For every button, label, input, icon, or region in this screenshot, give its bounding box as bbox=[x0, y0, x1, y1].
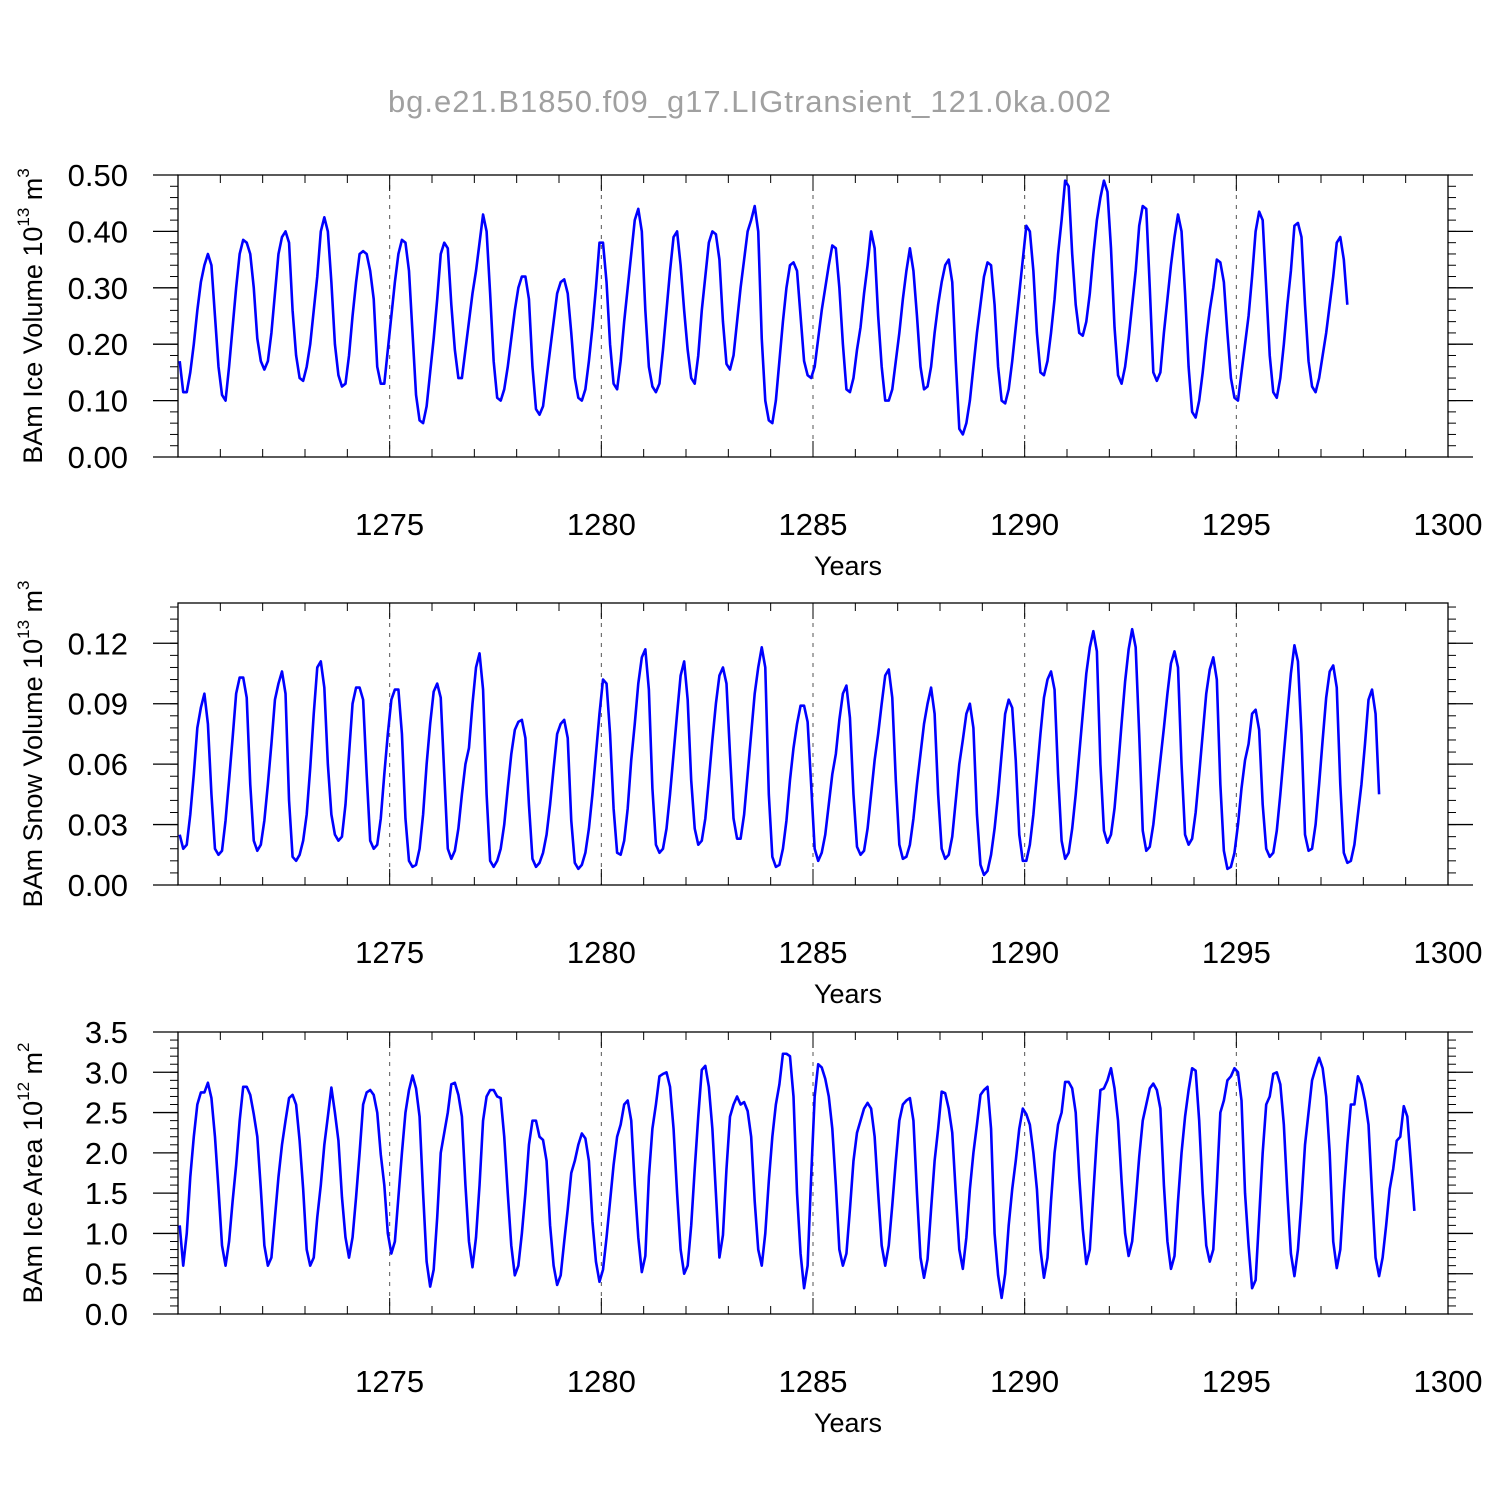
y-tick-label: 0.0 bbox=[85, 1297, 128, 1332]
y-tick-label: 0.50 bbox=[68, 158, 128, 193]
panel-3: 0.0 0.5 1.0 1.5 2.0 2.5 3.0 3.5 1275 1280 1285 1290… bbox=[14, 1015, 1482, 1438]
y-tick-label: 0.10 bbox=[68, 384, 128, 419]
y-tick-label: 0.09 bbox=[68, 687, 128, 722]
y-tick-label: 0.5 bbox=[85, 1257, 128, 1292]
y-tick-label: 1.5 bbox=[85, 1176, 128, 1211]
x-tick-label: 1275 bbox=[355, 935, 424, 970]
x-tick-label: 1280 bbox=[567, 935, 636, 970]
x-tick-label: 1290 bbox=[990, 1364, 1059, 1399]
x-tick-label: 1300 bbox=[1414, 507, 1483, 542]
y-axis-title-unit-exponent: 3 bbox=[14, 168, 33, 177]
y-tick-label: 2.0 bbox=[85, 1136, 128, 1171]
x-tick-label: 1280 bbox=[567, 1364, 636, 1399]
y-axis-title-text: BAm Ice Volume 10 bbox=[18, 227, 48, 464]
y-axis-title-text: BAm Ice Area 10 bbox=[18, 1101, 48, 1304]
y-axis-title-text: BAm Snow Volume 10 bbox=[18, 639, 48, 908]
panel-1: 0.00 0.10 0.20 0.30 0.40 0.50 1275 1280 1285 1290… bbox=[14, 158, 1482, 581]
y-tick-label: 0.06 bbox=[68, 747, 128, 782]
y-tick-label: 0.30 bbox=[68, 271, 128, 306]
x-tick-label: 1295 bbox=[1202, 1364, 1271, 1399]
y-tick-label: 0.20 bbox=[68, 327, 128, 362]
y-axis-title: BAm Ice Volume 1013 m3 bbox=[14, 168, 48, 464]
y-tick-label: 0.00 bbox=[68, 440, 128, 475]
y-axis-title-unit: m bbox=[18, 1052, 48, 1082]
panel-2: 0.00 0.03 0.06 0.09 0.12 1275 1280 1285 1290 1295… bbox=[14, 580, 1482, 1009]
y-axis-title-unit: m bbox=[18, 590, 48, 620]
x-tick-label: 1295 bbox=[1202, 935, 1271, 970]
panels: 0.00 0.10 0.20 0.30 0.40 0.50 1275 1280 1285 1290… bbox=[14, 158, 1482, 1438]
y-axis-title-exponent: 13 bbox=[14, 620, 33, 639]
x-tick-label: 1285 bbox=[779, 507, 848, 542]
series-line bbox=[178, 1052, 1416, 1300]
x-axis-title: Years bbox=[814, 551, 882, 581]
y-axis-title-unit-exponent: 2 bbox=[14, 1043, 33, 1052]
y-axis-title-exponent: 12 bbox=[14, 1082, 33, 1101]
y-tick-label: 1.0 bbox=[85, 1216, 128, 1251]
series-line bbox=[178, 627, 1381, 877]
y-tick-label: 0.12 bbox=[68, 626, 128, 661]
x-tick-label: 1290 bbox=[990, 935, 1059, 970]
x-tick-label: 1285 bbox=[779, 935, 848, 970]
x-tick-label: 1300 bbox=[1414, 1364, 1483, 1399]
y-tick-label: 3.5 bbox=[85, 1015, 128, 1050]
x-tick-label: 1295 bbox=[1202, 507, 1271, 542]
x-tick-label: 1300 bbox=[1414, 935, 1483, 970]
y-axis-title-exponent: 13 bbox=[14, 208, 33, 227]
x-axis-title: Years bbox=[814, 979, 882, 1009]
x-tick-label: 1275 bbox=[355, 1364, 424, 1399]
x-tick-label: 1290 bbox=[990, 507, 1059, 542]
x-tick-label: 1280 bbox=[567, 507, 636, 542]
y-axis-title: BAm Ice Area 1012 m2 bbox=[14, 1043, 48, 1304]
y-axis-title: BAm Snow Volume 1013 m3 bbox=[14, 580, 48, 907]
y-tick-label: 3.0 bbox=[85, 1055, 128, 1090]
y-tick-label: 0.00 bbox=[68, 868, 128, 903]
y-axis-title-unit-exponent: 3 bbox=[14, 580, 33, 589]
series-line bbox=[178, 179, 1349, 436]
x-tick-label: 1285 bbox=[779, 1364, 848, 1399]
y-axis-title-unit: m bbox=[18, 178, 48, 208]
x-axis-title: Years bbox=[814, 1408, 882, 1438]
x-tick-label: 1275 bbox=[355, 507, 424, 542]
y-tick-label: 2.5 bbox=[85, 1096, 128, 1131]
y-tick-label: 0.40 bbox=[68, 214, 128, 249]
y-tick-label: 0.03 bbox=[68, 808, 128, 843]
figure-title: bg.e21.B1850.f09_g17.LIGtransient_121.0k… bbox=[388, 84, 1112, 119]
